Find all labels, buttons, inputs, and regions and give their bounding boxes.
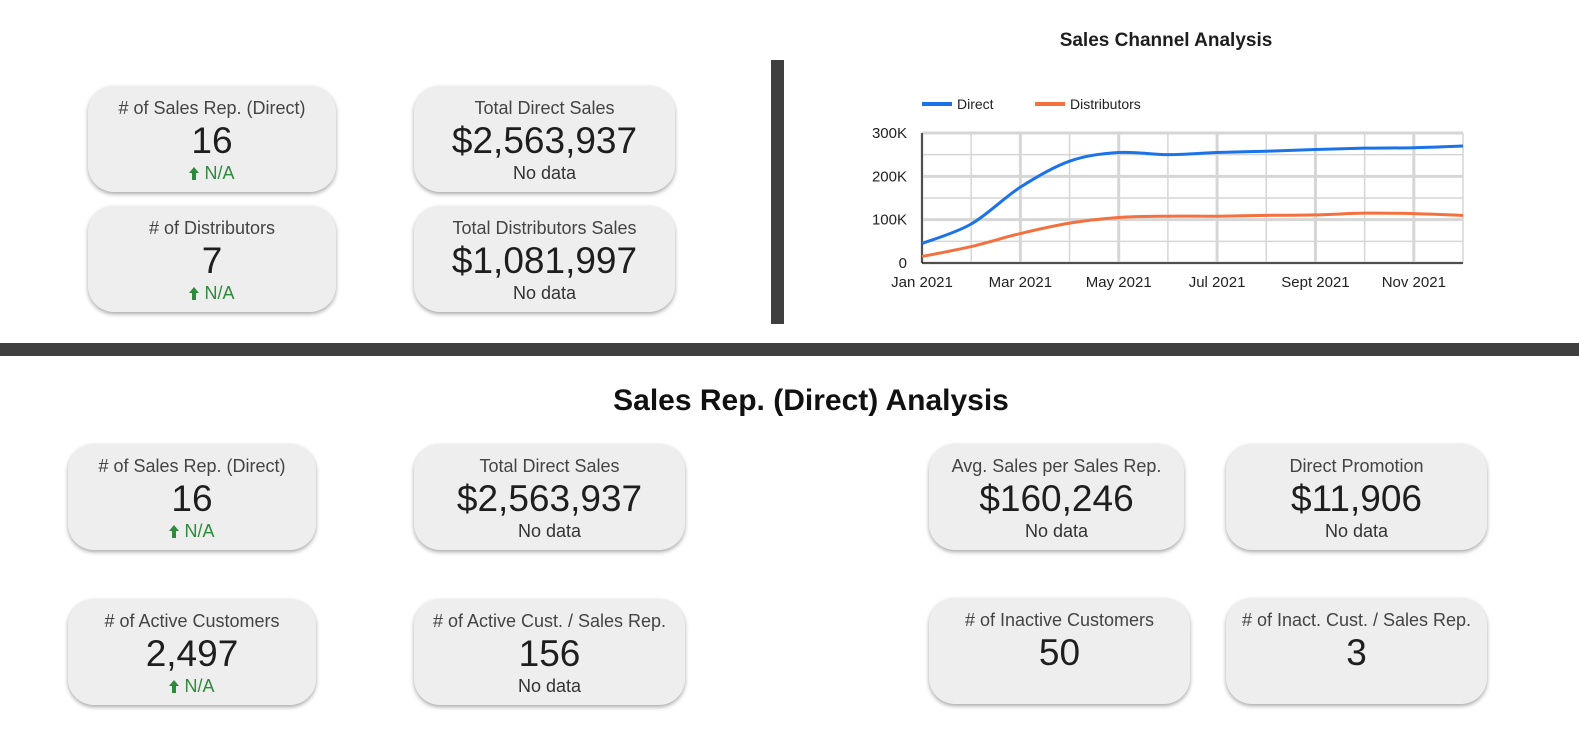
- scorecard-value: $2,563,937: [456, 478, 643, 519]
- scorecard-compare: No data: [517, 521, 582, 541]
- scorecard-value: 16: [171, 478, 213, 519]
- scorecard-label: Total Direct Sales: [474, 98, 615, 118]
- vertical-divider: [771, 60, 784, 324]
- scorecard-value: $2,563,937: [451, 120, 638, 161]
- scorecard-inactive-customers[interactable]: # of Inactive Customers 50: [929, 598, 1190, 704]
- scorecard-delta: N/A: [88, 283, 336, 305]
- scorecard-total-distributors-sales[interactable]: Total Distributors Sales $1,081,997 No d…: [414, 206, 675, 312]
- scorecard-active-cust-per-rep[interactable]: # of Active Cust. / Sales Rep. 156 No da…: [414, 599, 685, 705]
- y-tick-label: 0: [899, 255, 907, 272]
- delta-text: N/A: [204, 283, 235, 303]
- legend-label: Distributors: [1070, 96, 1141, 112]
- scorecard-direct-promotion[interactable]: Direct Promotion $11,906 No data: [1226, 444, 1487, 550]
- scorecard-value: 50: [1038, 632, 1081, 673]
- scorecard-label: # of Active Customers: [104, 611, 280, 631]
- scorecard-value: 2,497: [145, 633, 239, 674]
- scorecard-delta: N/A: [68, 521, 316, 543]
- scorecard-value: 16: [191, 120, 233, 161]
- y-tick-label: 100K: [872, 212, 907, 229]
- scorecard-label: Avg. Sales per Sales Rep.: [951, 456, 1162, 476]
- delta-text: N/A: [184, 521, 215, 541]
- scorecard-label: # of Sales Rep. (Direct): [118, 98, 306, 118]
- scorecard-label: Direct Promotion: [1289, 456, 1424, 476]
- arrow-up-icon: [189, 164, 200, 185]
- scorecard-compare: No data: [512, 163, 577, 183]
- arrow-up-icon: [169, 677, 180, 698]
- x-tick-label: May 2021: [1086, 274, 1152, 291]
- scorecard-label: # of Inact. Cust. / Sales Rep.: [1241, 610, 1472, 630]
- horizontal-divider: [0, 343, 1579, 356]
- scorecard-total-direct-sales[interactable]: Total Direct Sales $2,563,937 No data: [414, 86, 675, 192]
- scorecard-value: 7: [201, 240, 223, 281]
- arrow-up-icon: [169, 522, 180, 543]
- scorecard-label: # of Inactive Customers: [964, 610, 1155, 630]
- x-tick-label: Sept 2021: [1281, 274, 1349, 291]
- scorecard-label: # of Active Cust. / Sales Rep.: [432, 611, 667, 631]
- scorecard-value: $160,246: [979, 478, 1134, 519]
- x-tick-label: Mar 2021: [989, 274, 1052, 291]
- scorecard-label: # of Sales Rep. (Direct): [98, 456, 286, 476]
- scorecard-value: 156: [518, 633, 581, 674]
- scorecard-compare: No data: [1024, 521, 1089, 541]
- scorecard-value: 3: [1346, 632, 1367, 673]
- scorecard-value: $1,081,997: [451, 240, 638, 281]
- y-tick-label: 200K: [872, 168, 907, 185]
- scorecard-distributors[interactable]: # of Distributors 7 N/A: [88, 206, 336, 312]
- arrow-up-icon: [189, 284, 200, 305]
- sales-channel-line-chart[interactable]: 0 100K 200K 300K Jan 2021 Mar 2021 May 2021 Jul…: [860, 88, 1480, 308]
- section-title: Sales Rep. (Direct) Analysis: [613, 384, 1009, 417]
- x-tick-label: Jan 2021: [891, 274, 953, 291]
- scorecard-label: Total Direct Sales: [479, 456, 620, 476]
- delta-text: N/A: [204, 163, 235, 183]
- x-tick-label: Nov 2021: [1382, 274, 1446, 291]
- scorecard-total-direct-sales-2[interactable]: Total Direct Sales $2,563,937 No data: [414, 444, 685, 550]
- scorecard-delta: N/A: [68, 676, 316, 698]
- scorecard-value: $11,906: [1291, 478, 1422, 519]
- scorecard-sales-reps-direct[interactable]: # of Sales Rep. (Direct) 16 N/A: [88, 86, 336, 192]
- scorecard-label: Total Distributors Sales: [452, 218, 637, 238]
- x-tick-label: Jul 2021: [1189, 274, 1246, 291]
- series-line-distributors: [921, 211, 1464, 258]
- scorecard-delta: N/A: [88, 163, 336, 185]
- scorecard-compare: No data: [1324, 521, 1389, 541]
- scorecard-compare: No data: [517, 676, 582, 696]
- scorecard-sales-reps-direct-2[interactable]: # of Sales Rep. (Direct) 16 N/A: [68, 444, 316, 550]
- delta-text: N/A: [184, 676, 215, 696]
- legend-label: Direct: [957, 96, 994, 112]
- series-line-direct: [921, 144, 1464, 245]
- scorecard-inactive-cust-per-rep[interactable]: # of Inact. Cust. / Sales Rep. 3: [1226, 598, 1487, 704]
- y-tick-label: 300K: [872, 125, 907, 142]
- scorecard-label: # of Distributors: [148, 218, 276, 238]
- chart-title: Sales Channel Analysis: [1059, 30, 1273, 51]
- scorecard-avg-sales-per-rep[interactable]: Avg. Sales per Sales Rep. $160,246 No da…: [929, 444, 1184, 550]
- scorecard-compare: No data: [512, 283, 577, 303]
- scorecard-active-customers[interactable]: # of Active Customers 2,497 N/A: [68, 599, 316, 705]
